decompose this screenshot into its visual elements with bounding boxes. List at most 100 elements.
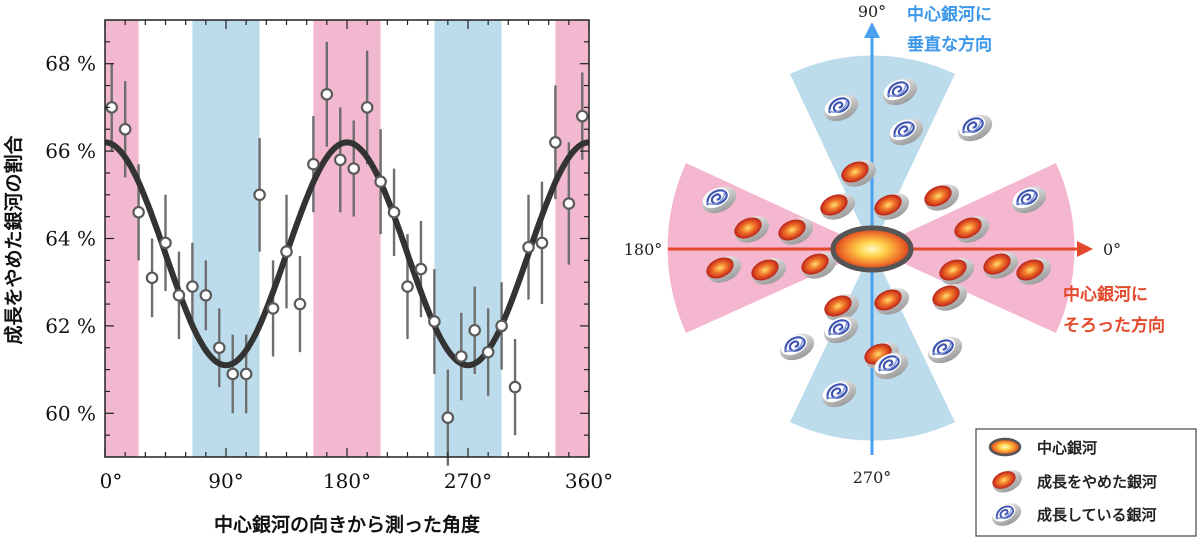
starforming-galaxy-icon	[882, 78, 918, 106]
orientation-diagram: 90° 180° 0° 270° 中心銀河に 垂直な方向 中心銀河に そろった方…	[624, 2, 1197, 537]
data-point-23	[414, 262, 428, 276]
starforming-galaxy-icon	[779, 333, 815, 361]
data-point-33	[549, 136, 562, 149]
starforming-galaxy-icon	[1011, 186, 1047, 214]
data-point-24	[428, 315, 441, 328]
quenched-galaxy-icon	[954, 216, 990, 243]
quenched-galaxy-icon	[874, 193, 910, 220]
data-point-11	[253, 188, 266, 202]
vertical-arrowhead	[864, 22, 880, 38]
x-tick-label-1: 90°	[208, 469, 243, 493]
data-point-26	[454, 350, 468, 363]
horizontal-arrowhead	[1077, 241, 1093, 257]
angle-band-3	[434, 20, 502, 457]
starforming-galaxy-icon	[823, 94, 859, 122]
aligned-label-line1: 中心銀河に	[1063, 284, 1148, 305]
quenched-galaxy-icon	[841, 160, 877, 187]
quenched-galaxy-icon	[801, 252, 837, 279]
data-point-29	[495, 319, 508, 333]
starforming-galaxy-icon	[701, 186, 737, 214]
starforming-galaxy-icon	[823, 316, 859, 344]
legend: 中心銀河 成長をやめた銀河 成長している銀河	[975, 428, 1197, 537]
data-point-30	[508, 380, 522, 394]
data-point-34	[562, 197, 576, 210]
data-points	[105, 87, 589, 424]
central-galaxy	[830, 225, 914, 273]
fit-curve	[104, 139, 590, 369]
scatter-chart: 60 % 62 % 64 % 66 % 68 % 0° 90° 180° 270° 360° 中…	[2, 19, 613, 536]
angle-bands	[105, 20, 589, 457]
quenched-galaxy-icon	[706, 256, 742, 283]
x-tick-label-4: 360°	[565, 469, 613, 493]
quenched-galaxy-icon	[824, 294, 860, 321]
quenched-galaxy-icon	[983, 252, 1019, 279]
quenched-galaxy-icon	[924, 184, 960, 211]
quenched-galaxy-icon	[874, 288, 910, 315]
data-point-5	[172, 289, 186, 302]
x-tick-label-3: 270°	[444, 469, 492, 493]
perpendicular-label-line2: 垂直な方向	[907, 34, 992, 55]
quenched-galaxy-icon	[751, 258, 787, 285]
perpendicular-label-line1: 中心銀河に	[907, 4, 992, 25]
data-point-19	[360, 101, 374, 114]
data-point-32	[535, 236, 549, 250]
axis-ticks	[104, 20, 590, 457]
legend-starforming-icon	[992, 503, 1022, 526]
data-point-27	[468, 323, 482, 337]
y-tick-label-3: 66 %	[45, 139, 96, 163]
starforming-galaxy-icon	[927, 336, 963, 364]
data-point-25	[441, 411, 455, 424]
x-tick-label-2: 180°	[323, 469, 371, 493]
angle-90-label: 90°	[858, 2, 886, 21]
legend-central-label: 中心銀河	[1037, 439, 1097, 457]
data-point-28	[481, 345, 495, 359]
quenched-galaxy-icon	[820, 193, 856, 220]
angle-0-label: 0°	[1103, 240, 1121, 259]
quenched-galaxy-icon	[932, 284, 968, 311]
data-point-31	[522, 240, 535, 254]
data-point-13	[280, 245, 293, 258]
data-point-2	[132, 205, 145, 219]
angle-270-label: 270°	[853, 468, 892, 487]
legend-quenched-icon	[992, 469, 1022, 493]
data-point-15	[307, 157, 320, 171]
galaxy-icons	[701, 78, 1052, 408]
y-tick-label-1: 62 %	[45, 314, 96, 338]
y-axis-label: 成長をやめた銀河の割合	[2, 135, 25, 345]
data-point-3	[145, 271, 159, 285]
x-tick-label-0: 0°	[100, 469, 123, 493]
data-point-4	[159, 236, 172, 250]
aligned-label-line2: そろった方向	[1063, 315, 1165, 336]
y-tick-label-2: 64 %	[45, 227, 96, 251]
starforming-galaxy-icon	[957, 114, 993, 142]
data-point-9	[226, 367, 240, 381]
angle-band-1	[192, 20, 260, 457]
quenched-galaxy-icon	[778, 218, 814, 245]
angle-180-label: 180°	[624, 240, 663, 259]
y-tick-label-0: 60 %	[45, 401, 96, 425]
data-point-12	[266, 302, 280, 315]
data-point-7	[199, 289, 213, 302]
legend-central-icon	[988, 437, 1022, 457]
x-tick-labels: 0° 90° 180° 270° 360°	[100, 469, 613, 493]
quenched-galaxy-icon	[1016, 258, 1052, 285]
data-point-20	[374, 175, 387, 188]
legend-starforming-label: 成長している銀河	[1037, 506, 1157, 524]
data-point-35	[575, 109, 589, 123]
quenched-galaxy-icon	[734, 216, 770, 243]
data-point-22	[401, 280, 414, 293]
data-point-8	[212, 341, 226, 355]
data-point-21	[387, 205, 401, 219]
starforming-galaxy-icon	[888, 118, 924, 146]
y-tick-label-4: 68 %	[45, 52, 96, 76]
angle-band-2	[313, 20, 381, 457]
data-point-10	[239, 367, 253, 381]
data-point-17	[333, 153, 347, 167]
starforming-galaxy-icon	[873, 352, 909, 380]
data-point-6	[186, 280, 199, 293]
data-point-16	[320, 87, 334, 101]
data-point-18	[347, 162, 361, 175]
x-axis-label: 中心銀河の向きから測った角度	[214, 513, 481, 536]
legend-quenched-label: 成長をやめた銀河	[1037, 473, 1157, 491]
